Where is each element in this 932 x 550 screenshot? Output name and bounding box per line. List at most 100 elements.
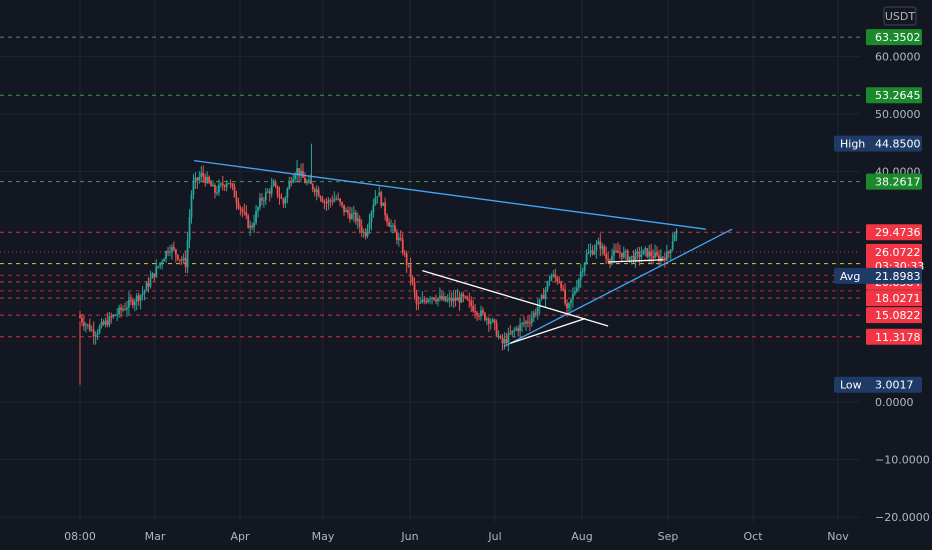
candle-body: [566, 303, 568, 309]
candle-body: [126, 307, 128, 310]
candle-body: [624, 250, 627, 252]
candle-body: [613, 250, 615, 256]
candle-body: [665, 251, 668, 261]
candle-body: [419, 302, 422, 304]
candle-body: [288, 181, 291, 189]
level-tag: 38.2617: [875, 176, 921, 189]
candle-body: [417, 303, 420, 305]
candle-body: [79, 315, 81, 318]
candle-body: [597, 241, 600, 245]
candle-body: [618, 252, 621, 254]
candle-body: [464, 296, 467, 298]
candle-body: [90, 329, 93, 331]
candle-body: [192, 181, 195, 195]
candle-body: [546, 281, 549, 290]
candle-body: [157, 266, 160, 268]
trendlines: [194, 160, 733, 348]
candle-body: [253, 222, 255, 228]
candle-body: [176, 254, 179, 260]
level-tag-bg: [866, 224, 922, 241]
candle-body: [110, 316, 113, 318]
candle-body: [184, 257, 187, 268]
candle-body: [206, 176, 209, 183]
level-tag-bg: [866, 87, 922, 104]
candle-body: [335, 198, 338, 200]
candle-body: [245, 212, 248, 216]
candle-body: [540, 295, 543, 300]
candle-body: [550, 275, 553, 281]
candle-body: [343, 204, 345, 212]
candle-body: [468, 299, 471, 301]
candle-body: [485, 318, 488, 321]
candle-body: [425, 300, 428, 303]
candle-body: [620, 252, 623, 258]
candle-body: [615, 250, 617, 252]
candle-body: [568, 303, 570, 309]
candle-body: [284, 198, 287, 204]
candle-body: [370, 212, 373, 223]
candle-body: [145, 283, 148, 291]
candle-body: [278, 195, 281, 198]
high-tag-value: 44.8500: [875, 138, 921, 151]
candle-body: [129, 299, 132, 301]
candle-body: [601, 246, 604, 249]
candle-body: [388, 222, 390, 227]
candle-body: [507, 333, 510, 344]
candle-body: [204, 176, 207, 183]
candle-body: [84, 324, 87, 326]
candle-body: [139, 295, 142, 301]
candle-body: [487, 318, 490, 324]
candle-body: [305, 182, 308, 184]
candle-body: [450, 297, 453, 302]
candle-body: [462, 294, 465, 297]
candle-body: [669, 249, 672, 254]
candle-body: [431, 297, 433, 299]
candle-body: [573, 291, 576, 294]
candle-body: [112, 314, 115, 318]
candle-body: [292, 179, 295, 183]
candle-body: [88, 324, 91, 331]
candle-body: [349, 213, 351, 220]
candle-body: [644, 248, 647, 250]
candle-body: [634, 252, 637, 262]
candle-body: [521, 323, 523, 325]
candle-body: [108, 316, 111, 326]
candle-body: [106, 320, 109, 326]
candle-body: [452, 297, 455, 302]
candle-body: [362, 231, 365, 233]
candle-body: [538, 299, 541, 308]
candle-body: [648, 251, 651, 257]
avg-tag-bg: [834, 267, 922, 284]
time-tick-label: May: [312, 530, 335, 543]
candle-body: [478, 315, 480, 317]
level-tag-bg: [866, 173, 922, 190]
candle-body: [102, 322, 105, 325]
time-axis[interactable]: 08:00 Mar Apr May Jun Jul Aug Sep Oct Nov: [64, 530, 849, 543]
candle-body: [503, 339, 506, 344]
candle-body: [654, 252, 656, 258]
candle-body: [656, 252, 658, 256]
candle-body: [171, 247, 173, 252]
candle-body: [380, 192, 383, 206]
candle-body: [315, 189, 318, 193]
candle-body: [264, 192, 267, 201]
time-tick-label: Apr: [230, 530, 250, 543]
candle-body: [407, 264, 410, 266]
trendline: [608, 259, 664, 263]
candle-body: [636, 251, 639, 253]
level-tag-bg: [866, 328, 922, 345]
candle-body: [272, 182, 275, 186]
candle-body: [527, 321, 529, 323]
candle-body: [231, 183, 234, 187]
candle-body: [229, 183, 232, 185]
candle-body: [497, 335, 500, 337]
candle-body: [319, 196, 322, 199]
candle-body: [628, 256, 631, 260]
currency-badge[interactable]: USDT: [883, 6, 917, 26]
candle-body: [515, 328, 518, 330]
candle-body: [86, 324, 89, 326]
candle-body: [374, 197, 377, 205]
candle-body: [489, 321, 492, 324]
candle-body: [437, 298, 439, 302]
